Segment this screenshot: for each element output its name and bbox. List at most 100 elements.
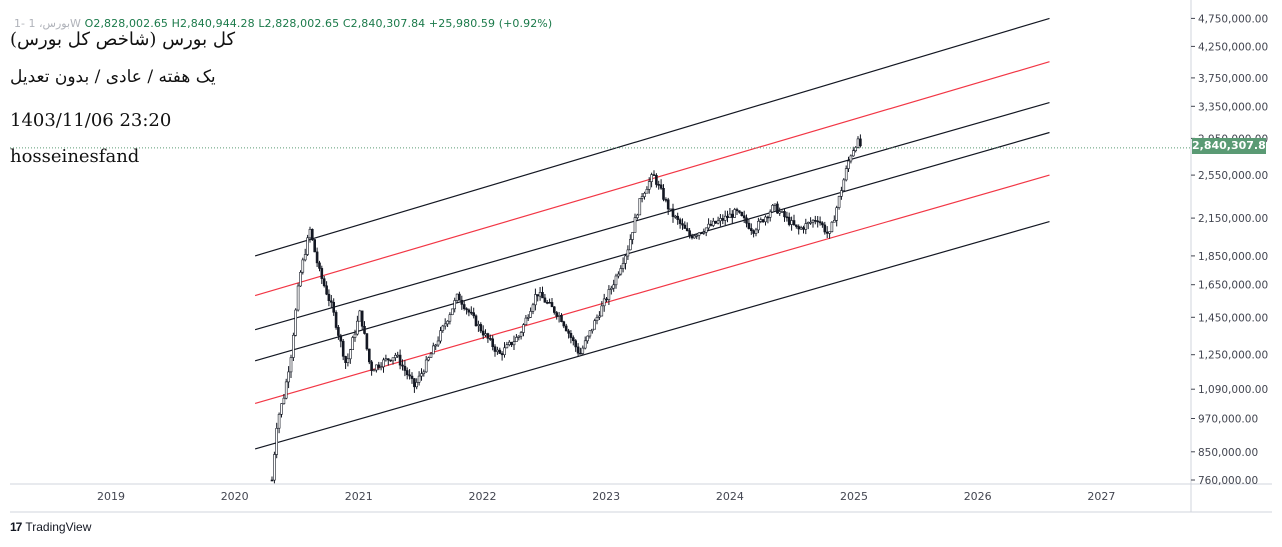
candle	[505, 341, 509, 349]
symbol-label[interactable]: 1- بورس، 1W	[14, 17, 81, 30]
candle	[821, 221, 824, 228]
candle	[436, 336, 440, 347]
candle-body	[645, 189, 649, 194]
candle	[640, 193, 644, 203]
candle	[382, 357, 385, 373]
candle	[688, 228, 691, 239]
candle-body	[576, 346, 580, 354]
candle	[519, 331, 523, 340]
candle-body	[771, 205, 774, 213]
candle	[360, 310, 364, 330]
candle-body	[382, 359, 385, 368]
candle-body	[851, 150, 855, 157]
candle	[429, 352, 433, 358]
candle-body	[310, 229, 314, 241]
open-value: O2,828,002.65	[84, 17, 169, 30]
candle	[832, 215, 836, 223]
candle-body	[825, 231, 829, 234]
candle-body	[322, 278, 326, 287]
candle-body	[441, 325, 445, 331]
candle-body	[391, 357, 395, 362]
candle	[292, 332, 295, 361]
last-price-badge: 2,840,307.84	[1192, 138, 1274, 154]
candle	[427, 356, 430, 362]
candle	[804, 218, 808, 235]
candle-body	[398, 354, 402, 366]
candle	[358, 309, 362, 322]
candle	[776, 201, 779, 214]
candle	[678, 217, 682, 229]
candle-body	[673, 215, 677, 218]
candle-body	[681, 223, 684, 226]
candle-body	[491, 338, 495, 347]
candle-body	[560, 314, 563, 322]
candle-body	[280, 403, 283, 415]
candle	[315, 247, 319, 267]
candle	[764, 215, 767, 226]
candle-body	[431, 345, 435, 355]
candle-body	[415, 382, 419, 388]
candle-body	[564, 325, 568, 332]
candle	[415, 378, 419, 390]
candle	[816, 216, 820, 228]
candle	[652, 170, 656, 176]
candle-body	[308, 229, 312, 239]
candle	[655, 173, 658, 188]
candle	[386, 358, 390, 366]
candle	[574, 339, 578, 352]
candle-body	[609, 287, 613, 290]
candle	[379, 362, 383, 371]
candle-body	[439, 330, 442, 342]
candle-body	[332, 301, 336, 313]
candle	[488, 334, 492, 341]
candle-body	[320, 268, 324, 279]
candle	[337, 325, 340, 340]
candle	[638, 198, 642, 216]
candle	[275, 422, 279, 459]
x-tick-label: 2021	[345, 490, 373, 503]
candle-body	[721, 218, 725, 221]
candle	[462, 301, 466, 311]
y-tick-label: 2,550,000.00	[1198, 170, 1268, 182]
candle-body	[448, 314, 452, 322]
candle-body	[688, 230, 691, 237]
y-tick-label: 4,750,000.00	[1198, 13, 1268, 25]
candle-body	[659, 184, 663, 189]
candle-body	[588, 330, 592, 337]
candle	[666, 197, 670, 215]
candle	[735, 207, 739, 215]
candle-body	[420, 373, 423, 377]
candle-body	[370, 361, 373, 371]
candle	[458, 291, 461, 301]
candle	[460, 295, 464, 310]
candle-body	[697, 232, 701, 236]
candle	[825, 226, 829, 238]
chart-note-subtitle: یک هفته / عادی / بدون تعدیل	[10, 67, 216, 87]
candle	[320, 265, 324, 284]
candle-body	[496, 349, 499, 352]
candle	[512, 335, 516, 350]
candle-body	[292, 334, 295, 358]
candle	[842, 178, 846, 191]
candle	[453, 297, 457, 313]
candle-body	[360, 310, 364, 327]
candle-body	[716, 220, 720, 224]
candle-body	[458, 293, 461, 301]
tradingview-branding[interactable]: 17 TradingView	[10, 520, 91, 534]
candle-body	[662, 188, 665, 200]
candle-body	[752, 230, 755, 234]
candle-body	[536, 294, 540, 297]
candle	[621, 257, 625, 273]
candle-body	[396, 354, 400, 357]
candle-body	[605, 298, 608, 301]
candle-body	[569, 332, 573, 338]
candle	[624, 254, 627, 270]
candle-body	[299, 271, 302, 287]
candle-body	[847, 160, 850, 169]
candle-body	[638, 198, 642, 216]
candle-body	[277, 413, 281, 429]
candle-body	[477, 324, 480, 326]
candle-body	[628, 239, 632, 251]
candle	[289, 354, 293, 378]
